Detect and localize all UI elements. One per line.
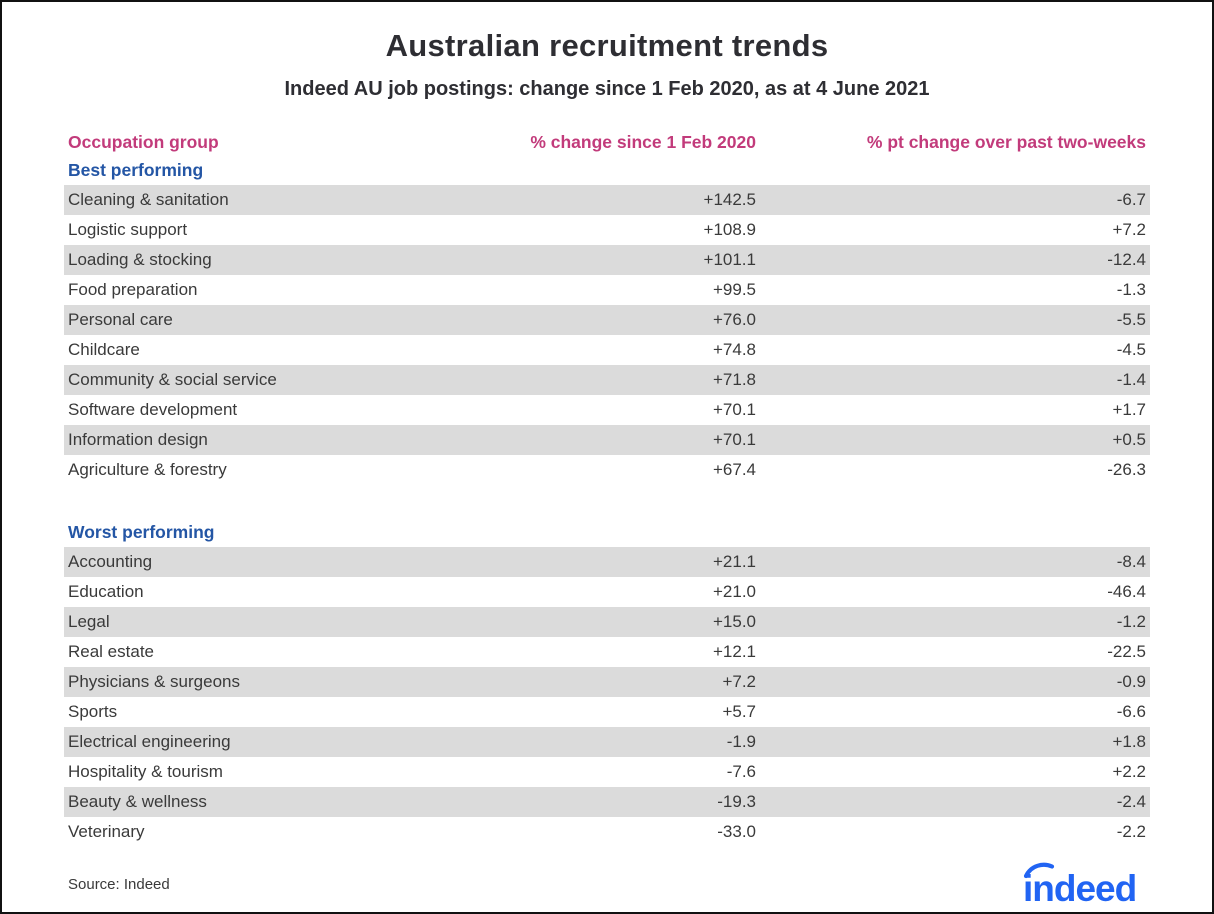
- occupation-cell: Loading & stocking: [68, 250, 212, 269]
- pt-change-two-weeks-cell: -6.7: [1116, 190, 1146, 209]
- section-label: Worst performing: [68, 522, 215, 542]
- change-since-feb-cell: -7.6: [726, 762, 756, 781]
- occupation-cell: Food preparation: [68, 280, 198, 299]
- change-since-feb-cell: +108.9: [703, 220, 756, 239]
- change-since-feb-cell: +71.8: [712, 370, 756, 389]
- table-row: Veterinary -33.0 -2.2: [64, 817, 1150, 847]
- table-row: Food preparation +99.5 -1.3: [64, 275, 1150, 305]
- column-header-change: % change since 1 Feb 2020: [530, 132, 756, 152]
- change-since-feb-cell: +101.1: [703, 250, 756, 269]
- occupation-cell: Legal: [68, 612, 110, 631]
- pt-change-two-weeks-cell: -1.4: [1116, 370, 1146, 389]
- footer: Source: Indeed indeed: [68, 861, 1150, 907]
- change-since-feb-cell: -1.9: [726, 732, 756, 751]
- table-row: Community & social service +71.8 -1.4: [64, 365, 1150, 395]
- occupation-cell: Electrical engineering: [68, 732, 231, 751]
- pt-change-two-weeks-cell: -2.2: [1116, 822, 1146, 841]
- pt-change-two-weeks-cell: -46.4: [1107, 582, 1146, 601]
- table-row: Education +21.0 -46.4: [64, 577, 1150, 607]
- change-since-feb-cell: +99.5: [712, 280, 756, 299]
- table-row: Hospitality & tourism -7.6 +2.2: [64, 757, 1150, 787]
- pt-change-two-weeks-cell: -22.5: [1107, 642, 1146, 661]
- change-since-feb-cell: +70.1: [712, 400, 756, 419]
- table-row: Cleaning & sanitation +142.5 -6.7: [64, 185, 1150, 215]
- change-since-feb-cell: +21.1: [712, 552, 756, 571]
- change-since-feb-cell: +15.0: [712, 612, 756, 631]
- change-since-feb-cell: +5.7: [722, 702, 756, 721]
- occupation-cell: Hospitality & tourism: [68, 762, 223, 781]
- pt-change-two-weeks-cell: -6.6: [1116, 702, 1146, 721]
- source-note: Source: Indeed: [68, 875, 170, 893]
- occupation-cell: Community & social service: [68, 370, 277, 389]
- table-section: Worst performing Accounting +21.1 -8.4 Educa…: [64, 517, 1150, 847]
- table-row: Agriculture & forestry +67.4 -26.3: [64, 455, 1150, 485]
- table-body: Best performing Cleaning & sanitation +142…: [64, 155, 1150, 847]
- table-row: Electrical engineering -1.9 +1.8: [64, 727, 1150, 757]
- pt-change-two-weeks-cell: -12.4: [1107, 250, 1146, 269]
- table-section: Best performing Cleaning & sanitation +142…: [64, 155, 1150, 485]
- indeed-logo-text: indeed: [1023, 868, 1136, 907]
- occupation-cell: Logistic support: [68, 220, 188, 239]
- table-row: Accounting +21.1 -8.4: [64, 547, 1150, 577]
- occupation-cell: Cleaning & sanitation: [68, 190, 229, 209]
- table-row: Physicians & surgeons +7.2 -0.9: [64, 667, 1150, 697]
- table-row: Information design +70.1 +0.5: [64, 425, 1150, 455]
- pt-change-two-weeks-cell: +7.2: [1112, 220, 1146, 239]
- pt-change-two-weeks-cell: -1.3: [1116, 280, 1146, 299]
- pt-change-two-weeks-cell: +1.7: [1112, 400, 1146, 419]
- occupation-cell: Software development: [68, 400, 238, 419]
- occupation-cell: Sports: [68, 702, 118, 721]
- table-row: Logistic support +108.9 +7.2: [64, 215, 1150, 245]
- change-since-feb-cell: +67.4: [712, 460, 756, 479]
- pt-change-two-weeks-cell: +2.2: [1112, 762, 1146, 781]
- indeed-logo-swoosh: [1023, 862, 1055, 879]
- occupation-cell: Veterinary: [68, 822, 145, 841]
- change-since-feb-cell: +70.1: [712, 430, 756, 449]
- table-row: Legal +15.0 -1.2: [64, 607, 1150, 637]
- pt-change-two-weeks-cell: -2.4: [1116, 792, 1146, 811]
- change-since-feb-cell: +142.5: [703, 190, 756, 209]
- pt-change-two-weeks-cell: -5.5: [1116, 310, 1146, 329]
- pt-change-two-weeks-cell: -8.4: [1116, 552, 1146, 571]
- occupation-cell: Beauty & wellness: [68, 792, 207, 811]
- pt-change-two-weeks-cell: +0.5: [1112, 430, 1146, 449]
- change-since-feb-cell: +21.0: [712, 582, 756, 601]
- pt-change-two-weeks-cell: -4.5: [1116, 340, 1146, 359]
- change-since-feb-cell: -33.0: [717, 822, 756, 841]
- change-since-feb-cell: +76.0: [712, 310, 756, 329]
- change-since-feb-cell: +7.2: [722, 672, 756, 691]
- occupation-cell: Education: [68, 582, 144, 601]
- change-since-feb-cell: -19.3: [717, 792, 756, 811]
- occupation-cell: Information design: [68, 430, 208, 449]
- pt-change-two-weeks-cell: -26.3: [1107, 460, 1146, 479]
- pt-change-two-weeks-cell: +1.8: [1112, 732, 1146, 751]
- chart-title: Australian recruitment trends: [385, 28, 829, 63]
- change-since-feb-cell: +12.1: [712, 642, 756, 661]
- table-row: Personal care +76.0 -5.5: [64, 305, 1150, 335]
- occupation-cell: Accounting: [68, 552, 153, 571]
- section-label: Best performing: [68, 160, 204, 180]
- column-header-occupation: Occupation group: [68, 132, 219, 152]
- pt-change-two-weeks-cell: -0.9: [1116, 672, 1146, 691]
- column-header-row: Occupation group % change since 1 Feb 20…: [64, 129, 1150, 155]
- chart-subtitle: Indeed AU job postings: change since 1 F…: [284, 78, 930, 100]
- change-since-feb-cell: +74.8: [712, 340, 756, 359]
- pt-change-two-weeks-cell: -1.2: [1116, 612, 1146, 631]
- occupation-cell: Agriculture & forestry: [68, 460, 227, 479]
- occupation-cell: Personal care: [68, 310, 173, 329]
- table-row: Software development +70.1 +1.7: [64, 395, 1150, 425]
- occupation-cell: Real estate: [68, 642, 154, 661]
- table-row: Beauty & wellness -19.3 -2.4: [64, 787, 1150, 817]
- indeed-logo: indeed: [1023, 862, 1137, 907]
- column-header-pt-change: % pt change over past two-weeks: [866, 132, 1146, 152]
- table-row: Real estate +12.1 -22.5: [64, 637, 1150, 667]
- trends-table: Occupation group % change since 1 Feb 20…: [64, 129, 1150, 847]
- table-row: Childcare +74.8 -4.5: [64, 335, 1150, 365]
- occupation-cell: Physicians & surgeons: [68, 672, 240, 691]
- table-row: Sports +5.7 -6.6: [64, 697, 1150, 727]
- table-row: Loading & stocking +101.1 -12.4: [64, 245, 1150, 275]
- occupation-cell: Childcare: [68, 340, 140, 359]
